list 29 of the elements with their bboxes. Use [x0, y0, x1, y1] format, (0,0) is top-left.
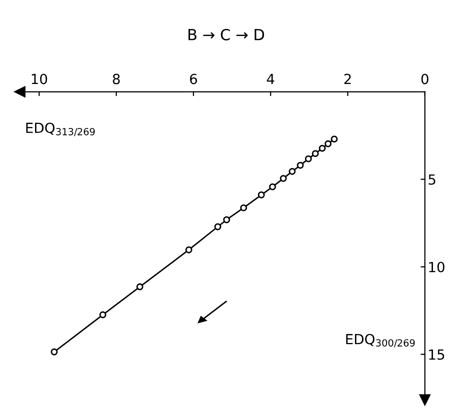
x-tick-label: 6 [190, 74, 197, 84]
point [99, 311, 106, 318]
point [324, 140, 332, 148]
point [304, 155, 312, 162]
x-tick-label: 10 [32, 74, 48, 84]
x-axis-title: EDQ$_{313/269}$ [26, 122, 95, 136]
y-tick-label: 15 [429, 349, 444, 360]
point [50, 348, 58, 356]
point [280, 174, 287, 182]
point [136, 283, 144, 290]
point [269, 183, 276, 190]
x-tick-label: 2 [344, 74, 351, 84]
point [288, 168, 296, 175]
point [214, 223, 222, 230]
y-tick-label: 5 [428, 174, 436, 185]
x-tick-label: 0 [421, 74, 428, 84]
point [258, 191, 265, 198]
point [223, 216, 230, 224]
y-axis-title: EDQ$_{300/269}$ [346, 334, 415, 348]
point [296, 162, 304, 169]
x-tick-label: 4 [266, 74, 274, 84]
point [185, 246, 192, 254]
point [240, 204, 248, 212]
point [318, 144, 326, 152]
y-tick-label: 10 [429, 262, 444, 272]
chart-title: B → C → D [188, 28, 264, 40]
point [330, 136, 338, 143]
x-tick-label: 8 [112, 74, 120, 84]
point [312, 150, 319, 158]
